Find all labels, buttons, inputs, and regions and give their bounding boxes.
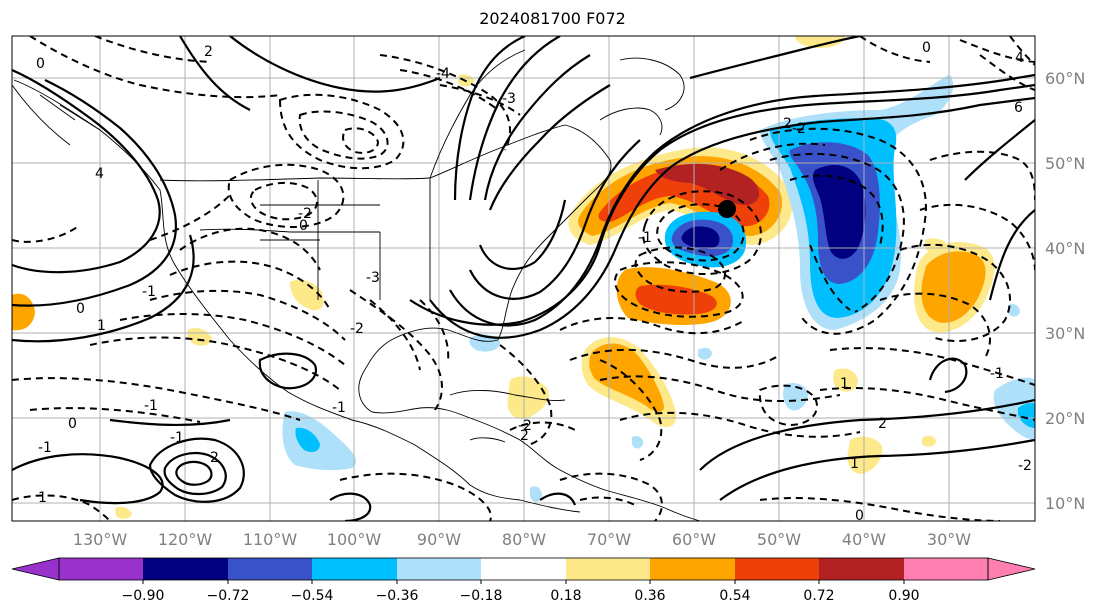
- lat-label: 30°N: [1045, 324, 1085, 343]
- contour-label: -2: [792, 121, 806, 137]
- lon-label: 90°W: [417, 530, 461, 549]
- colorbar-tick-label: 0.18: [550, 588, 581, 604]
- contour-label: 0: [68, 416, 77, 432]
- map-frame: [11, 35, 1036, 522]
- longitude-labels: 130°W 120°W 110°W 100°W 90°W 80°W 70°W 6…: [73, 530, 971, 549]
- lon-label: 30°W: [927, 530, 971, 549]
- colorbar-segment: [228, 558, 312, 580]
- colorbar-segment: [566, 558, 650, 580]
- lon-label: 50°W: [757, 530, 801, 549]
- lon-label: 40°W: [842, 530, 886, 549]
- contour-label: -2: [1018, 458, 1032, 474]
- colorbar-tick-label: 0.54: [719, 588, 750, 604]
- lon-label: 80°W: [502, 530, 546, 549]
- lon-label: 130°W: [73, 530, 128, 549]
- contour-label: -3: [366, 270, 380, 286]
- dashed-contours: [12, 36, 1035, 521]
- lon-label: 60°W: [672, 530, 716, 549]
- lat-label: 40°N: [1045, 239, 1085, 258]
- contour-label: 0: [922, 40, 931, 56]
- lon-label: 100°W: [327, 530, 382, 549]
- contour-label: -2: [518, 418, 532, 434]
- latitude-labels: 60°N 50°N 40°N 30°N 20°N 10°N: [1045, 69, 1085, 513]
- colorbar-segment: [650, 558, 735, 580]
- storm-center-marker: [718, 200, 736, 218]
- anomaly-shading: [12, 36, 1035, 519]
- contour-label: 0: [855, 508, 864, 524]
- colorbar-tick-label: −0.72: [207, 588, 250, 604]
- colorbar-tick-label: 0.36: [634, 588, 665, 604]
- colorbar-segment: [481, 558, 566, 580]
- colorbar-frame: [58, 557, 989, 581]
- contour-label: -3: [502, 91, 516, 107]
- lon-label: 120°W: [158, 530, 213, 549]
- contour-label: -1: [990, 366, 1004, 382]
- colorbar-segment: [397, 558, 481, 580]
- colorbar-segment: [904, 558, 988, 580]
- contour-label: 6: [1014, 100, 1023, 116]
- lat-label: 60°N: [1045, 69, 1085, 88]
- colorbar-extend-low: [11, 557, 60, 581]
- contour-label: 2: [783, 116, 792, 132]
- colorbar-tick-label: 0.72: [803, 588, 834, 604]
- contour-label: -2: [350, 321, 364, 337]
- colorbar-tick-label: −0.36: [376, 588, 419, 604]
- lon-label: 70°W: [587, 530, 631, 549]
- colorbar-tick-label: −0.54: [291, 588, 334, 604]
- contour-label: 4: [95, 166, 104, 182]
- contour-label: 1: [38, 490, 47, 506]
- contour-label: 4: [1015, 50, 1024, 66]
- coastlines: [12, 49, 701, 521]
- map-title: 2024081700 F072: [479, 9, 626, 28]
- contour-label: 1: [850, 456, 859, 472]
- colorbar-segment: [312, 558, 397, 580]
- lat-label: 10°N: [1045, 494, 1085, 513]
- contour-label: -4: [436, 66, 450, 82]
- lat-label: 20°N: [1045, 409, 1085, 428]
- contour-label: 2: [878, 416, 887, 432]
- lat-label: 50°N: [1045, 154, 1085, 173]
- contour-label: 1: [840, 376, 849, 392]
- contour-label: 0: [299, 218, 308, 234]
- contour-label: -1: [638, 230, 652, 246]
- colorbar: −0.90 −0.72 −0.54 −0.36 −0.18 0.18 0.36 …: [11, 557, 1036, 604]
- colorbar-tick-label: 0.90: [888, 588, 919, 604]
- contour-label: -1: [144, 398, 158, 414]
- colorbar-segment: [819, 558, 904, 580]
- colorbar-tick-label: −0.18: [460, 588, 503, 604]
- colorbar-tick-label: −0.90: [122, 588, 165, 604]
- colorbar-segment: [59, 558, 143, 580]
- colorbar-extend-high: [987, 557, 1036, 581]
- contour-label: 2: [210, 450, 219, 466]
- contour-label: -2: [298, 206, 312, 222]
- colorbar-segment: [735, 558, 819, 580]
- contour-label: -1: [332, 400, 346, 416]
- contour-label: 2: [204, 44, 213, 60]
- contour-label: 0: [36, 56, 45, 72]
- contour-labels: 0 2 -2 4 0 -2 -3 -1 1 2 -1 0 -1 1 -2 2 -…: [36, 40, 1032, 524]
- colorbar-segment: [143, 558, 228, 580]
- contour-label: -1: [38, 440, 52, 456]
- lon-label: 110°W: [243, 530, 298, 549]
- contour-label: 2: [520, 428, 529, 444]
- contour-label: 0: [76, 301, 85, 317]
- contour-label: -1: [170, 430, 184, 446]
- solid-contours: [12, 36, 1035, 521]
- contour-label: -1: [142, 284, 156, 300]
- contour-label: 1: [97, 318, 106, 334]
